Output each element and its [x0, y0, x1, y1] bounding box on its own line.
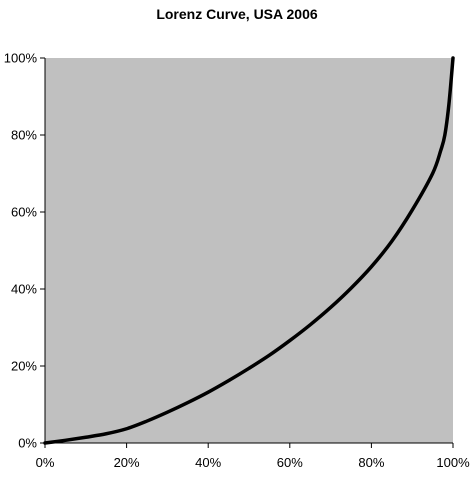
x-tick-label: 100% [436, 455, 470, 470]
y-tick-label: 0% [18, 436, 37, 451]
y-tick-label: 40% [11, 282, 37, 297]
plot-area [45, 58, 453, 443]
y-tick-label: 20% [11, 359, 37, 374]
series-line [43, 56, 455, 445]
x-axis: 0% 20% 40% 60% 80% 100% [36, 442, 470, 470]
x-tick-label: 20% [114, 455, 140, 470]
x-tick-label: 80% [358, 455, 384, 470]
x-tick-label: 40% [195, 455, 221, 470]
chart-title: Lorenz Curve, USA 2006 [156, 6, 318, 22]
y-axis: 0% 20% 40% 60% 80% 100% [4, 51, 46, 451]
x-tick-label: 60% [277, 455, 303, 470]
y-tick-label: 60% [11, 205, 37, 220]
x-tick-label: 0% [36, 455, 55, 470]
y-tick-label: 80% [11, 128, 37, 143]
y-tick-label: 100% [4, 51, 38, 66]
